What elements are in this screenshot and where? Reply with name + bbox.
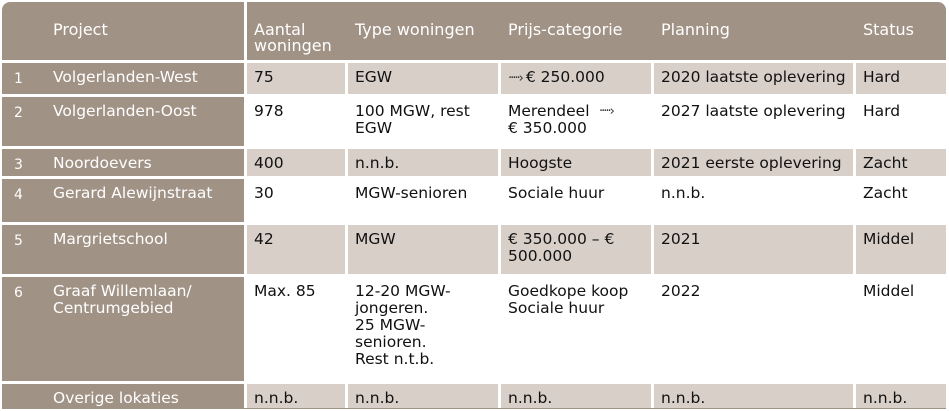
cell-project-name: Overige lokaties bbox=[46, 384, 247, 409]
cell-planning: n.n.b. bbox=[654, 179, 856, 222]
cell-type-woningen: 100 MGW, rest EGW bbox=[348, 97, 501, 146]
cell-row-number: 2 bbox=[2, 97, 46, 146]
cell-prijs-categorie: Merendeel € 350.000 ·····› bbox=[501, 97, 654, 146]
cell-status: Hard bbox=[856, 63, 946, 94]
cell-project-name: Graaf Willemlaan/ Centrumgebied bbox=[46, 277, 247, 381]
cell-aantal-woningen: 42 bbox=[247, 225, 348, 274]
cell-planning: 2021 bbox=[654, 225, 856, 274]
header-cell-type: Type woningen bbox=[348, 2, 501, 60]
cell-aantal-woningen: 75 bbox=[247, 63, 348, 94]
cell-row-number: 5 bbox=[2, 225, 46, 274]
cell-project-name: Noordoevers bbox=[46, 149, 247, 176]
cell-type-woningen: n.n.b. bbox=[348, 149, 501, 176]
cell-aantal-woningen: 978 bbox=[247, 97, 348, 146]
cell-status: n.n.b. bbox=[856, 384, 946, 409]
cell-prijs-categorie: Goedkope koop Sociale huur bbox=[501, 277, 654, 381]
cell-type-woningen: n.n.b. bbox=[348, 384, 501, 409]
cell-type-woningen: MGW-senioren bbox=[348, 179, 501, 222]
arrow-right-icon: ·····› bbox=[599, 104, 615, 119]
cell-type-woningen: EGW bbox=[348, 63, 501, 94]
header-cell-aantal: Aantal woningen bbox=[247, 2, 348, 60]
cell-type-woningen: 12-20 MGW- jongeren. 25 MGW- senioren. R… bbox=[348, 277, 501, 381]
cell-planning: n.n.b. bbox=[654, 384, 856, 409]
cell-planning: 2027 laatste oplevering bbox=[654, 97, 856, 146]
cell-prijs-categorie: ·····› € 250.000 bbox=[501, 63, 654, 94]
cell-row-number: 1 bbox=[2, 63, 46, 94]
price-text: € 250.000 bbox=[525, 68, 605, 86]
arrow-right-icon: ·····› bbox=[508, 71, 524, 86]
header-cell-prijs: Prijs-categorie bbox=[501, 2, 654, 60]
cell-prijs-categorie: Sociale huur bbox=[501, 179, 654, 222]
cell-status: Zacht bbox=[856, 149, 946, 176]
cell-type-woningen: MGW bbox=[348, 225, 501, 274]
cell-prijs-categorie: € 350.000 – € 500.000 bbox=[501, 225, 654, 274]
header-cell-num bbox=[2, 2, 46, 60]
cell-aantal-woningen: 400 bbox=[247, 149, 348, 176]
header-cell-project: Project bbox=[46, 2, 247, 60]
cell-prijs-categorie: n.n.b. bbox=[501, 384, 654, 409]
cell-status: Zacht bbox=[856, 179, 946, 222]
price-text: Merendeel € 350.000 bbox=[508, 102, 590, 137]
cell-status: Middel bbox=[856, 225, 946, 274]
cell-prijs-categorie: Hoogste bbox=[501, 149, 654, 176]
cell-planning: 2021 eerste oplevering bbox=[654, 149, 856, 176]
cell-project-name: Volgerlanden-West bbox=[46, 63, 247, 94]
cell-row-number: 4 bbox=[2, 179, 46, 222]
cell-project-name: Gerard Alewijnstraat bbox=[46, 179, 247, 222]
header-cell-planning: Planning bbox=[654, 2, 856, 60]
cell-planning: 2022 bbox=[654, 277, 856, 381]
header-cell-status: Status bbox=[856, 2, 946, 60]
cell-project-name: Volgerlanden-Oost bbox=[46, 97, 247, 146]
cell-aantal-woningen: n.n.b. bbox=[247, 384, 348, 409]
cell-row-number: 3 bbox=[2, 149, 46, 176]
cell-row-number bbox=[2, 384, 46, 409]
cell-status: Middel bbox=[856, 277, 946, 381]
cell-aantal-woningen: Max. 85 bbox=[247, 277, 348, 381]
cell-status: Hard bbox=[856, 97, 946, 146]
cell-row-number: 6 bbox=[2, 277, 46, 381]
cell-planning: 2020 laatste oplevering bbox=[654, 63, 856, 94]
table-bottom-rule bbox=[2, 408, 946, 409]
cell-aantal-woningen: 30 bbox=[247, 179, 348, 222]
cell-project-name: Margrietschool bbox=[46, 225, 247, 274]
